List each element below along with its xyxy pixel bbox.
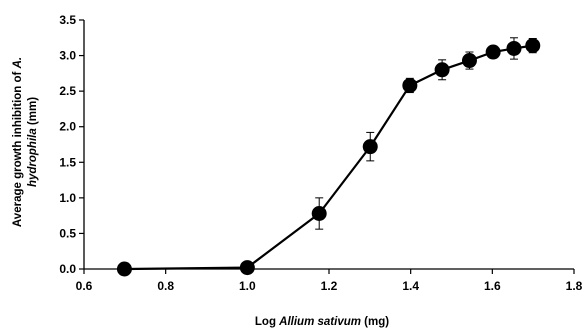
y-axis-title: Average growth inhibition of A. hydrophi… [12,57,39,227]
y-tick-label: 2.5 [59,84,76,98]
y-tick-label: 1.5 [59,155,76,169]
axes [83,20,574,270]
y-axis-title-line-1-text: Average growth inhibition of [12,68,24,227]
y-axis-title-line-1: Average growth inhibition of A. [12,57,24,227]
data-point [506,40,522,56]
y-axis-title-line-2-italic: hydrophila [27,128,39,187]
data-point [461,53,477,69]
x-axis-title-prefix: Log [255,316,279,328]
x-axis-title: Log Allium sativum (mg) [255,316,389,328]
x-tick-label: 1.2 [321,279,338,293]
x-axis-title-suffix: (mg) [361,316,389,328]
x-tick-label: 1.0 [239,279,256,293]
data-point [116,261,132,277]
plot-area [116,37,541,277]
y-tick-label: 0.0 [59,262,76,276]
x-axis-title-italic: Allium sativum [278,316,361,328]
data-point [239,260,255,276]
data-point [434,62,450,78]
x-tick-label: 0.8 [157,279,174,293]
y-tick-label: 2.0 [59,120,76,134]
y-tick-label: 3.0 [59,49,76,63]
x-tick-label: 0.6 [76,279,93,293]
data-point [311,206,327,222]
data-point [402,77,418,93]
y-tick-label: 3.5 [59,13,76,27]
data-point [362,139,378,155]
y-tick-label: 1.0 [59,191,76,205]
y-axis-title-line-1-italic: A. [12,57,24,70]
data-point [485,44,501,60]
y-ticks: 0.0 0.5 1.0 1.5 2.0 2.5 3.0 3.5 [59,13,84,276]
x-tick-label: 1.6 [484,279,501,293]
y-axis-title-line-2: hydrophila (mm) [27,97,39,187]
y-tick-label: 0.5 [59,226,76,240]
data-point [525,38,541,54]
y-axis-title-line-2-text: (mm) [27,97,39,128]
x-tick-label: 1.4 [402,279,419,293]
series-line [124,44,533,271]
x-tick-label: 1.8 [566,279,583,293]
x-ticks: 0.6 0.8 1.0 1.2 1.4 1.6 1.8 [76,269,583,293]
